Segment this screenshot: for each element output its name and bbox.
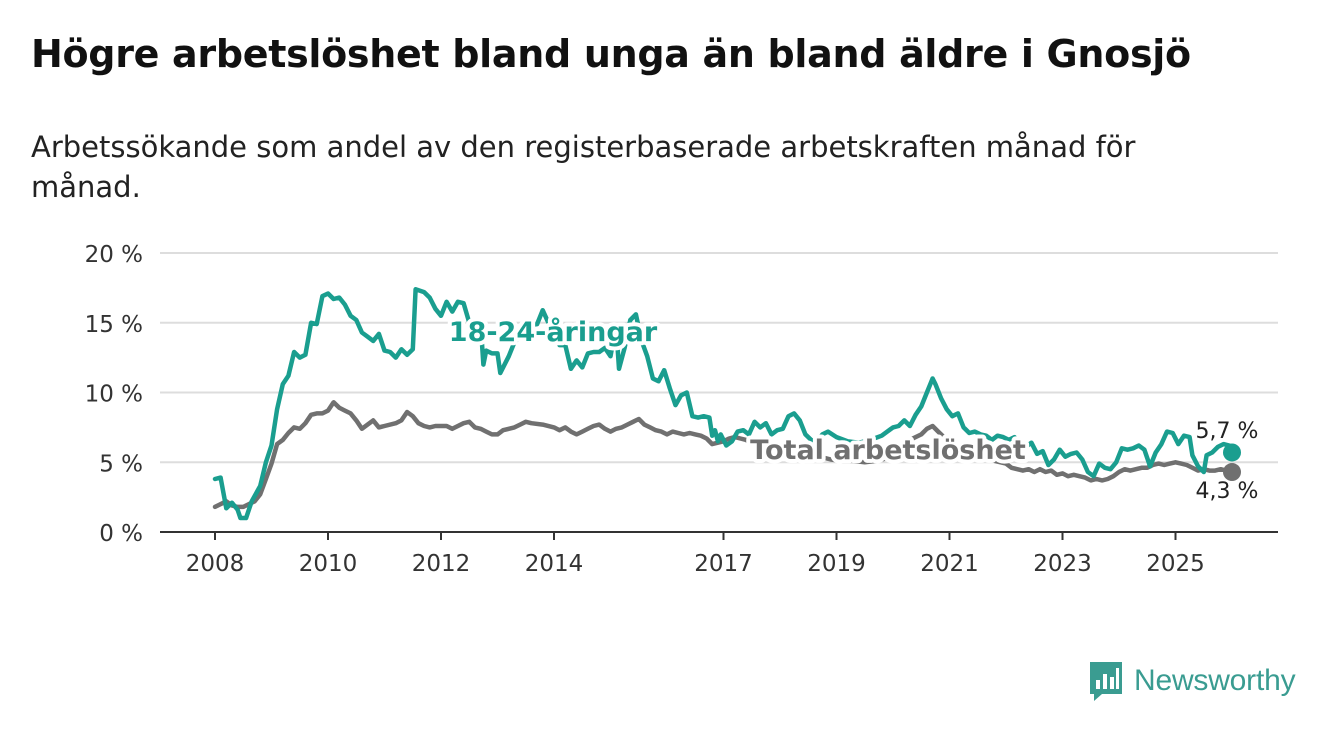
- x-tick-label: 2017: [694, 551, 753, 577]
- y-tick-label: 15 %: [85, 312, 143, 338]
- y-tick-label: 5 %: [99, 451, 143, 477]
- series-label-youth-halo: 18-24-åringar: [449, 316, 658, 348]
- x-tick-label: 2010: [299, 551, 358, 577]
- series-label-youth: 18-24-åringar: [449, 316, 658, 348]
- y-tick-label: 20 %: [85, 242, 143, 268]
- end-value-label-youth: 5,7 %: [1196, 419, 1259, 444]
- series-line-total: [212, 400, 1235, 510]
- chart-subtitle: Arbetssökande som andel av den registerb…: [31, 130, 1136, 204]
- brand-logo: Newsworthy: [1088, 660, 1296, 702]
- x-tick-label: 2019: [807, 551, 866, 577]
- brand-name: Newsworthy: [1134, 664, 1296, 697]
- y-tick-label: 0 %: [99, 521, 143, 547]
- x-tick-label: 2012: [412, 551, 471, 577]
- chart-title: Högre arbetslöshet bland unga än bland ä…: [31, 32, 1191, 76]
- series-label-total-halo: Total arbetslöshet: [750, 435, 1026, 466]
- y-tick-label: 10 %: [85, 382, 143, 408]
- x-tick-label: 2021: [920, 551, 979, 577]
- series-line-youth: [212, 287, 1235, 521]
- end-marker-youth: [1223, 443, 1241, 462]
- x-tick-label: 2025: [1146, 551, 1205, 577]
- end-marker-total: [1223, 463, 1241, 482]
- bar-chart-icon: [1090, 662, 1122, 701]
- series-label-total: Total arbetslöshet: [750, 435, 1026, 466]
- x-tick-label: 2023: [1033, 551, 1092, 577]
- x-tick-label: 2014: [525, 551, 584, 577]
- x-tick-label: 2008: [186, 551, 245, 577]
- end-value-label-total: 4,3 %: [1196, 479, 1259, 504]
